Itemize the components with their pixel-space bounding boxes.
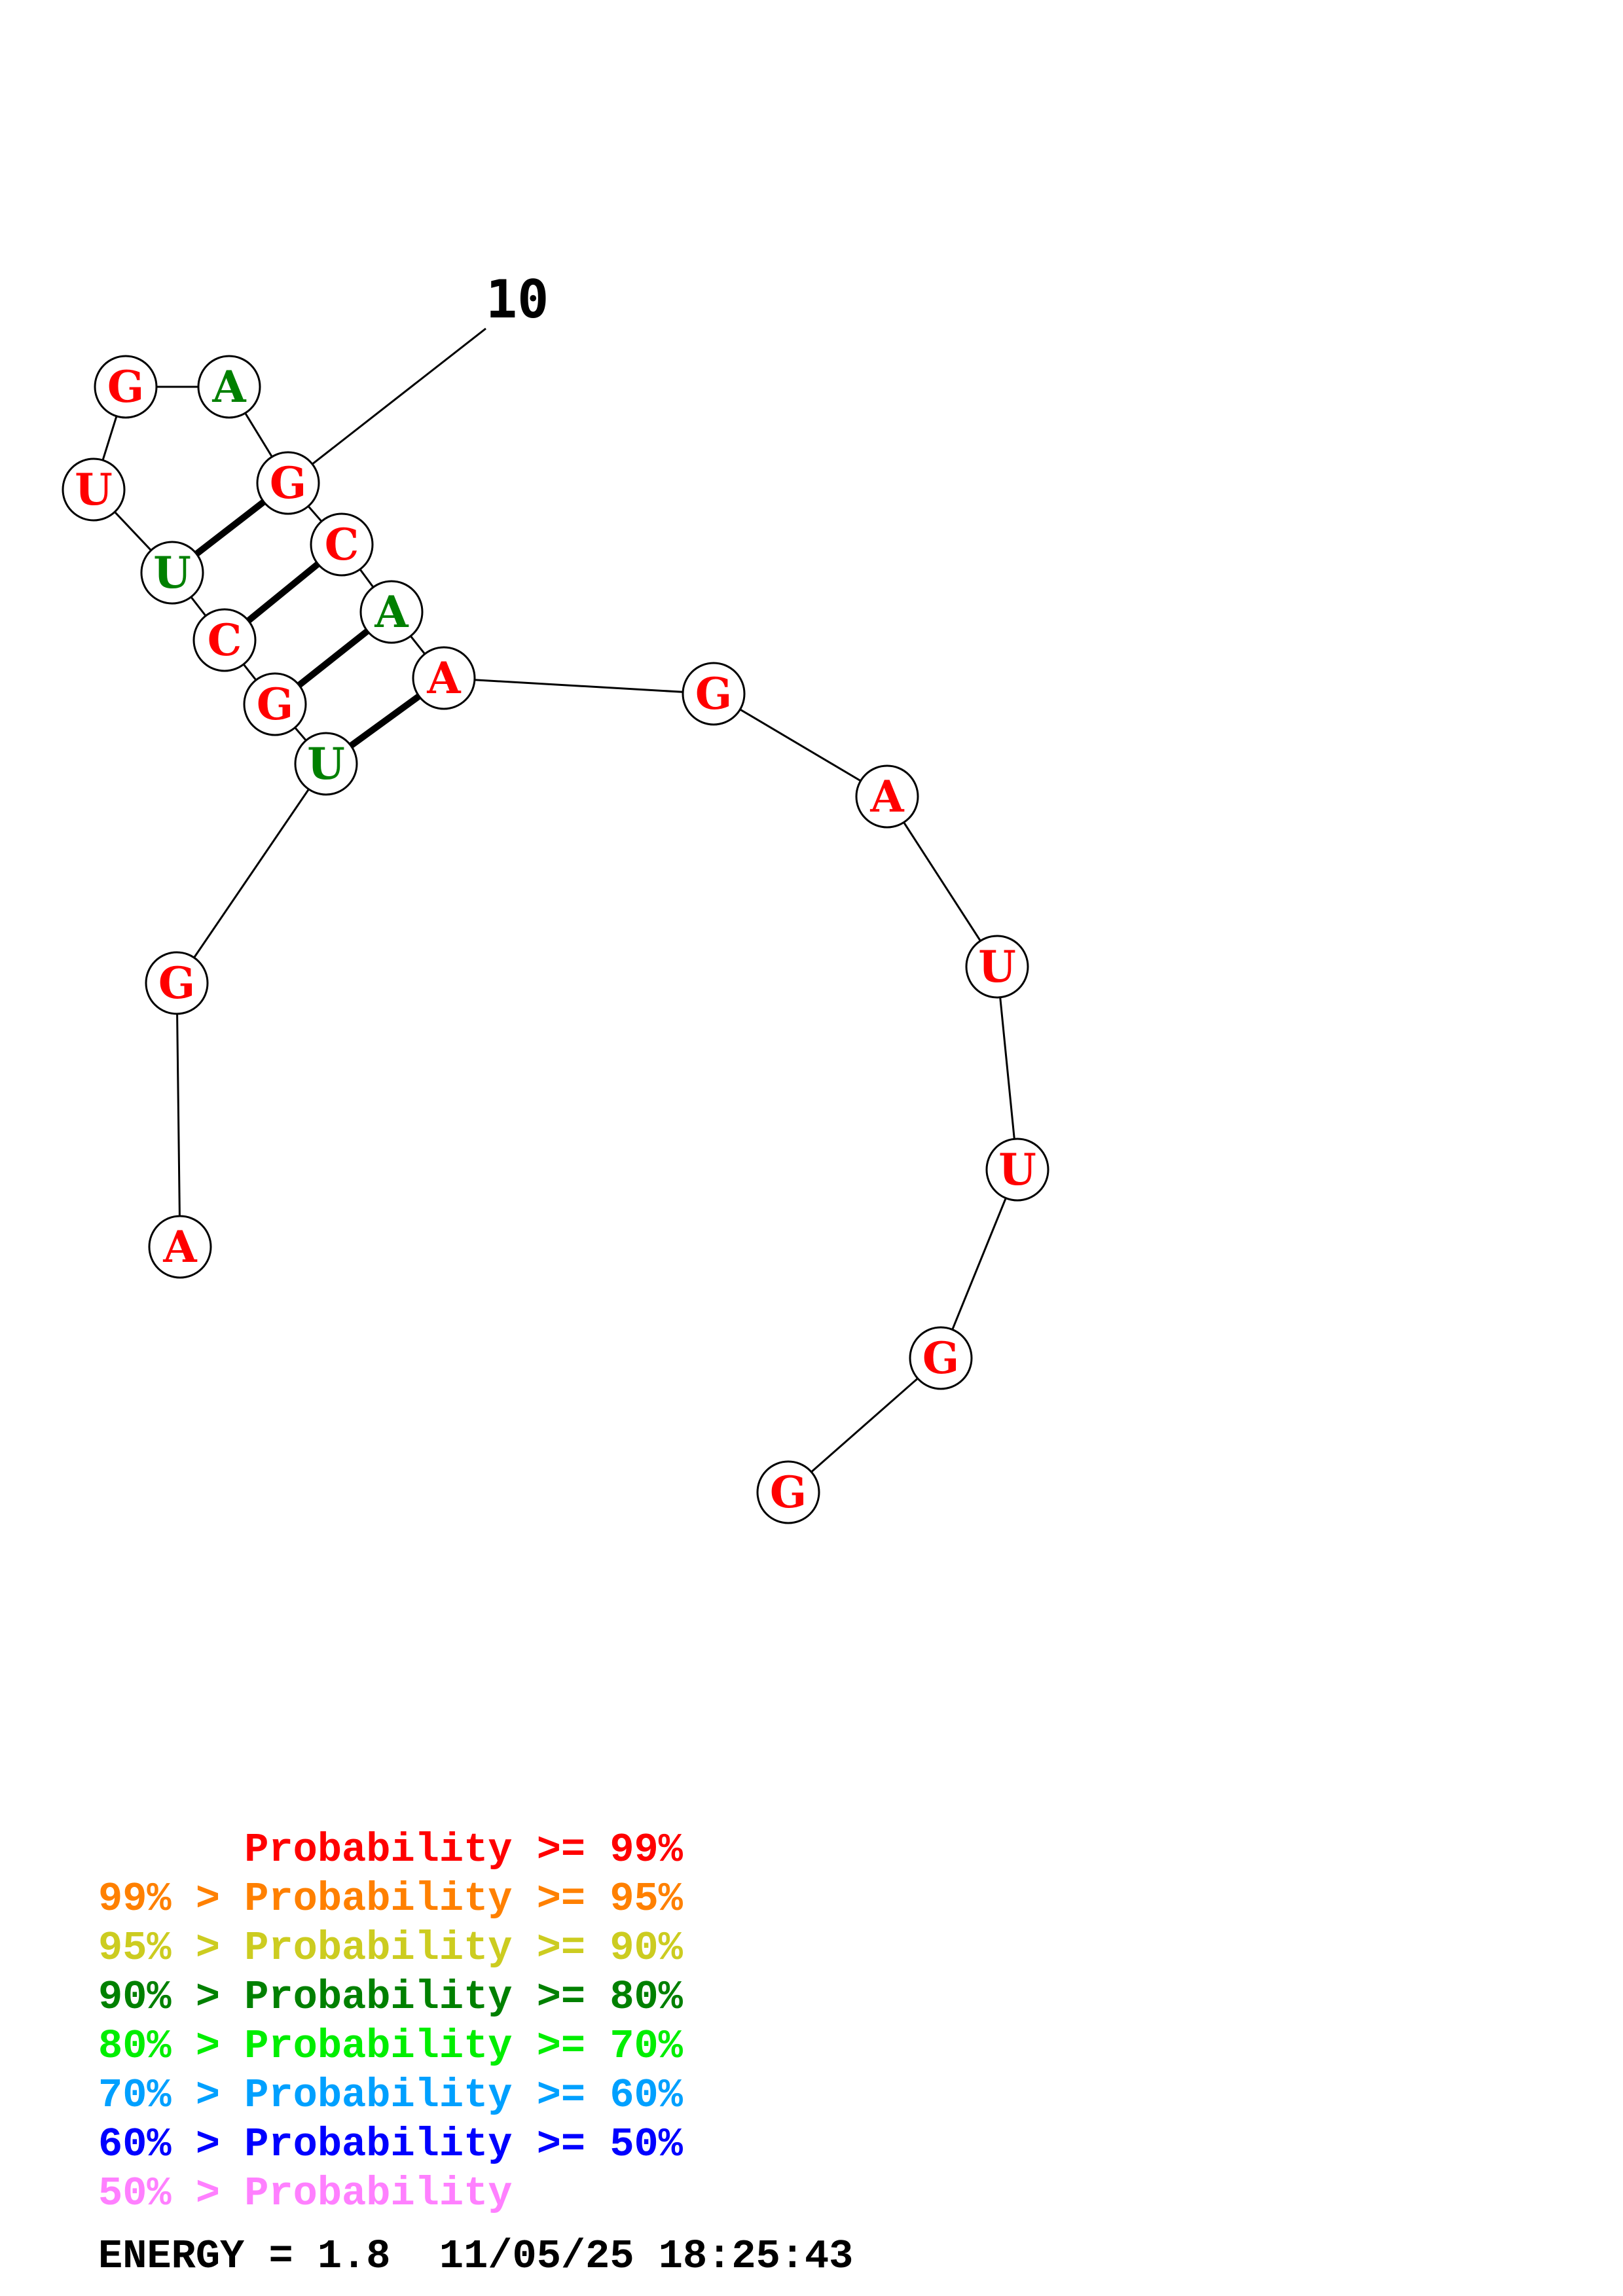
nucleotide-10: G	[256, 451, 320, 515]
legend-row: 60% > Probability >= 50%	[98, 2121, 684, 2168]
nucleotide-circle	[145, 951, 209, 1015]
nucleotide-letter: G	[158, 958, 195, 1009]
nucleotide-6: U	[140, 541, 204, 605]
nucleotide-letter: C	[325, 519, 359, 570]
nucleotide-letter: G	[922, 1333, 959, 1384]
position-tick-layer: 10	[287, 269, 549, 484]
nucleotide-5: C	[192, 608, 257, 672]
nucleotide-circle	[682, 662, 746, 726]
backbone-segment	[175, 982, 181, 1247]
nucleotide-13: A	[412, 646, 476, 710]
nucleotide-8: G	[94, 355, 158, 419]
legend-row: 50% > Probability	[98, 2170, 513, 2217]
legend-row: 70% > Probability >= 60%	[98, 2072, 684, 2119]
nucleotide-18: G	[909, 1326, 973, 1390]
nucleotide-circle	[140, 541, 204, 605]
nucleotide-letter: U	[978, 941, 1016, 992]
nucleotide-17: U	[985, 1138, 1049, 1202]
legend-row: 99% > Probability >= 95%	[98, 1876, 684, 1922]
backbone-segment	[175, 763, 327, 984]
nucleotide-circle	[62, 457, 126, 522]
nucleotide-letter: U	[307, 738, 345, 789]
nucleotide-letter: G	[770, 1467, 807, 1518]
nucleotide-3: U	[294, 732, 358, 796]
nucleotide-19: G	[756, 1460, 820, 1524]
nucleotide-letter: U	[75, 464, 113, 515]
nucleotide-11: C	[310, 512, 374, 577]
legend-row: 80% > Probability >= 70%	[98, 2023, 684, 2070]
nucleotide-circle	[197, 355, 261, 419]
nucleotide-circle	[243, 672, 307, 736]
nucleotide-4: G	[243, 672, 307, 736]
position-10-tick-line	[287, 327, 486, 484]
nucleotide-letter: A	[211, 361, 246, 412]
backbone-segment	[886, 796, 998, 967]
nucleotide-letter: A	[162, 1221, 197, 1272]
nucleotide-letter: C	[208, 615, 242, 666]
nucleotide-1: A	[148, 1215, 212, 1279]
nucleotide-letter: A	[869, 771, 904, 822]
nucleotide-circle	[359, 580, 424, 644]
nucleotide-circle	[965, 935, 1029, 999]
nucleotide-letter: A	[374, 586, 409, 637]
nucleotide-circle	[94, 355, 158, 419]
nucleotide-circle	[412, 646, 476, 710]
nucleotide-circle	[148, 1215, 212, 1279]
nucleotide-14: G	[682, 662, 746, 726]
backbone-segment	[788, 1357, 941, 1494]
nucleotide-circle	[756, 1460, 820, 1524]
nucleotide-letter: A	[426, 653, 461, 704]
nucleotide-12: A	[359, 580, 424, 644]
energy-footer: ENERGY = 1.8 11/05/25 18:25:43	[98, 2233, 853, 2280]
nucleotide-7: U	[62, 457, 126, 522]
nucleotide-circle	[192, 608, 257, 672]
nucleotide-circle	[909, 1326, 973, 1390]
legend-row: Probability >= 99%	[98, 1827, 684, 1873]
backbone-segment	[939, 1169, 1019, 1359]
nucleotide-letter: U	[998, 1144, 1036, 1195]
backbone-segment	[996, 966, 1019, 1170]
nucleotide-letter: U	[153, 547, 191, 598]
nucleotide-letter: G	[107, 361, 144, 412]
nucleotide-circle	[310, 512, 374, 577]
nucleotide-circle	[985, 1138, 1049, 1202]
position-10-label: 10	[486, 269, 549, 330]
nucleotide-9: A	[197, 355, 261, 419]
nucleotide-circle	[855, 764, 919, 829]
backbone-segment	[443, 677, 714, 695]
nucleotide-letter: G	[270, 457, 306, 509]
legend-row: 90% > Probability >= 80%	[98, 1974, 684, 2020]
nucleotide-circle	[294, 732, 358, 796]
nucleotide-letter: G	[257, 679, 293, 730]
nucleotide-2: G	[145, 951, 209, 1015]
nucleotide-letter: G	[695, 668, 732, 719]
backbone-layer	[92, 386, 1019, 1494]
probability-legend: Probability >= 99% 99% > Probability >= …	[98, 1827, 684, 2217]
nucleotide-16: U	[965, 935, 1029, 999]
nucleotide-15: A	[855, 764, 919, 829]
legend-row: 95% > Probability >= 90%	[98, 1925, 684, 1971]
backbone-segment	[713, 692, 888, 798]
nucleotide-circle	[256, 451, 320, 515]
